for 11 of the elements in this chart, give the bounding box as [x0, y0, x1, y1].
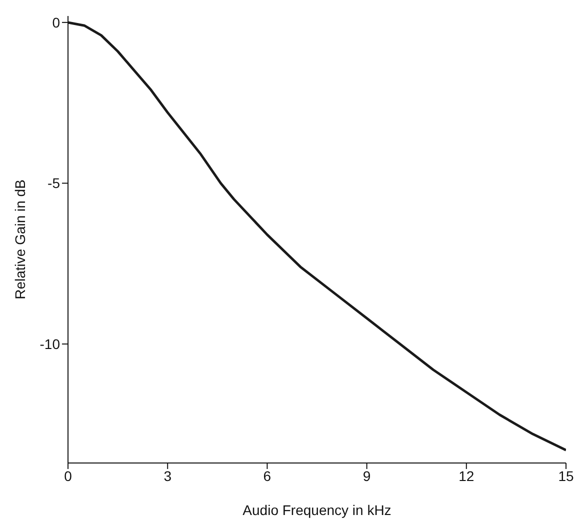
x-tick-label: 15 — [558, 468, 574, 484]
y-tick-label: -10 — [40, 336, 60, 352]
x-tick-label: 0 — [64, 468, 72, 484]
x-tick-label: 9 — [362, 468, 371, 484]
x-tick-label: 12 — [458, 468, 474, 484]
x-tick-label: 3 — [164, 468, 172, 484]
x-axis-title: Audio Frequency in kHz — [242, 502, 392, 518]
y-tick-label: -5 — [48, 175, 60, 192]
y-axis-title: Relative Gain in dB — [12, 180, 28, 300]
y-tick-label: 0 — [52, 14, 60, 30]
x-tick-label: 6 — [263, 468, 272, 484]
